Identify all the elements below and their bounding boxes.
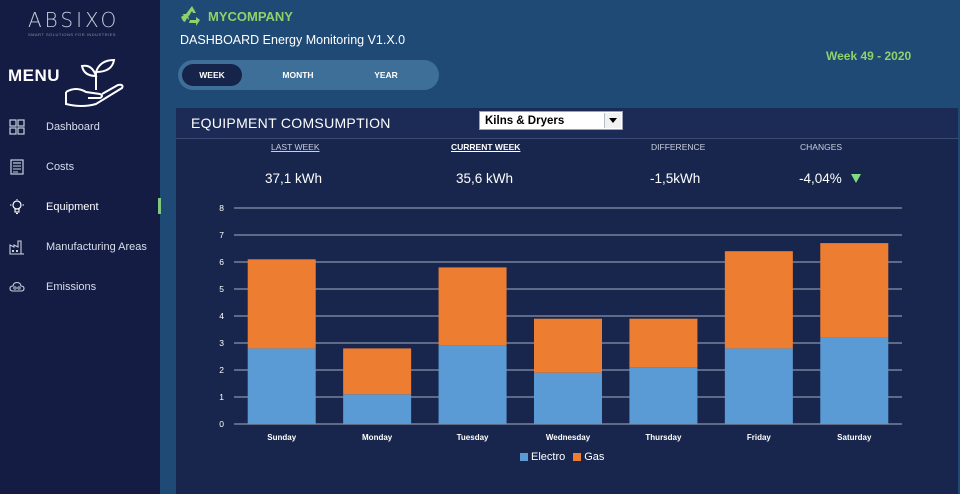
bar-electro-friday <box>724 348 793 424</box>
recycle-icon <box>181 6 200 26</box>
x-tick-label: Thursday <box>645 433 682 442</box>
x-tick-label: Sunday <box>267 433 296 442</box>
x-tick-label: Saturday <box>837 433 872 442</box>
sidebar-item-costs[interactable]: Costs <box>0 154 160 180</box>
y-tick-label: 6 <box>219 257 224 267</box>
sidebar-item-emissions[interactable]: Emissions <box>0 274 160 300</box>
chart-legend: Electro Gas <box>520 451 604 463</box>
panel-title: EQUIPMENT COMSUMPTION <box>191 115 391 131</box>
bar-gas-tuesday <box>438 267 507 346</box>
y-tick-label: 0 <box>219 419 224 429</box>
active-indicator <box>158 198 161 214</box>
year-button[interactable]: YEAR <box>374 70 398 80</box>
y-tick-label: 4 <box>219 311 224 321</box>
y-tick-label: 2 <box>219 365 224 375</box>
legend-label-electro: Electro <box>531 451 566 463</box>
sidebar-item-label: Emissions <box>46 281 97 293</box>
cloud-icon <box>9 281 25 292</box>
bar-gas-wednesday <box>534 318 602 373</box>
y-tick-label: 8 <box>219 203 224 213</box>
hand-plant-icon <box>65 58 124 107</box>
brand: MYCOMPANY <box>180 4 293 28</box>
kpi-changes-value: -4,04% <box>799 171 842 186</box>
bar-electro-tuesday <box>438 345 507 424</box>
company-logo: ABSIXO SMART SOLUTIONS FOR INDUSTRIES <box>28 8 119 37</box>
sidebar: ABSIXO SMART SOLUTIONS FOR INDUSTRIES ME… <box>0 0 161 494</box>
kpi-current-week-label[interactable]: CURRENT WEEK <box>451 142 521 152</box>
week-label: Week 49 - 2020 <box>826 49 912 63</box>
chevron-down-icon <box>609 118 617 123</box>
y-tick-label: 5 <box>219 284 224 294</box>
logo-tagline: SMART SOLUTIONS FOR INDUSTRIES <box>28 32 116 37</box>
consumption-chart: 0 1 2 3 4 5 6 7 8 Sunday Monday Tuesday Wednesday Thu… <box>219 203 902 442</box>
panel-header: EQUIPMENT COMSUMPTION Kilns & Dryers <box>176 108 958 138</box>
x-tick-label: Tuesday <box>457 433 489 442</box>
kpi-last-week-label[interactable]: LAST WEEK <box>271 142 320 152</box>
sidebar-item-label: Manufacturing Areas <box>46 241 147 253</box>
bar-gas-friday <box>724 251 793 349</box>
legend-swatch-gas <box>573 453 582 461</box>
x-tick-label: Friday <box>747 433 772 442</box>
dropdown-button[interactable] <box>604 113 621 128</box>
down-arrow-icon <box>851 174 861 183</box>
menu-title: MENU <box>8 66 61 85</box>
y-tick-label: 7 <box>219 230 224 240</box>
sidebar-item-label: Equipment <box>46 201 99 213</box>
bar-electro-monday <box>343 394 412 424</box>
bar-electro-sunday <box>247 348 316 424</box>
kpi-last-week-value: 37,1 kWh <box>265 171 323 186</box>
factory-icon <box>9 240 24 255</box>
sidebar-item-equipment[interactable]: Equipment <box>0 194 160 220</box>
month-button[interactable]: MONTH <box>282 70 314 80</box>
y-tick-label: 3 <box>219 338 224 348</box>
x-tick-label: Monday <box>362 433 393 442</box>
y-tick-label: 1 <box>219 392 224 402</box>
bulb-icon <box>10 199 24 215</box>
dashboard-icon <box>9 119 25 135</box>
divider <box>176 138 958 139</box>
logo-text: ABSIXO <box>28 8 120 32</box>
kpi-difference-label: DIFFERENCE <box>651 142 706 152</box>
legend-label-gas: Gas <box>584 451 605 463</box>
x-tick-label: Wednesday <box>546 433 591 442</box>
bar-gas-sunday <box>247 259 316 349</box>
costs-icon <box>10 159 24 175</box>
equipment-panel: EQUIPMENT COMSUMPTION Kilns & Dryers LAS… <box>176 108 958 494</box>
bar-gas-saturday <box>820 243 889 338</box>
brand-name: MYCOMPANY <box>208 8 293 24</box>
kpi-changes-label: CHANGES <box>800 142 843 152</box>
sidebar-item-label: Dashboard <box>46 121 100 133</box>
week-button[interactable]: WEEK <box>182 64 242 86</box>
equipment-select-value: Kilns & Dryers <box>485 115 565 127</box>
bar-electro-saturday <box>820 337 889 424</box>
sidebar-item-label: Costs <box>46 161 75 173</box>
kpi-difference-value: -1,5kWh <box>650 171 701 186</box>
bar-electro-thursday <box>629 367 698 424</box>
period-toggle: WEEK MONTH YEAR <box>178 60 439 90</box>
dashboard-subtitle: DASHBOARD Energy Monitoring V1.X.0 <box>180 33 406 47</box>
sidebar-item-manufacturing-areas[interactable]: Manufacturing Areas <box>0 234 160 260</box>
bar-gas-monday <box>343 348 412 395</box>
kpi-current-week-value: 35,6 kWh <box>456 171 514 186</box>
bar-gas-thursday <box>629 318 698 368</box>
bar-electro-wednesday <box>534 372 602 424</box>
legend-swatch-electro <box>520 453 528 461</box>
sidebar-item-dashboard[interactable]: Dashboard <box>0 114 160 140</box>
equipment-select[interactable]: Kilns & Dryers <box>479 111 623 130</box>
